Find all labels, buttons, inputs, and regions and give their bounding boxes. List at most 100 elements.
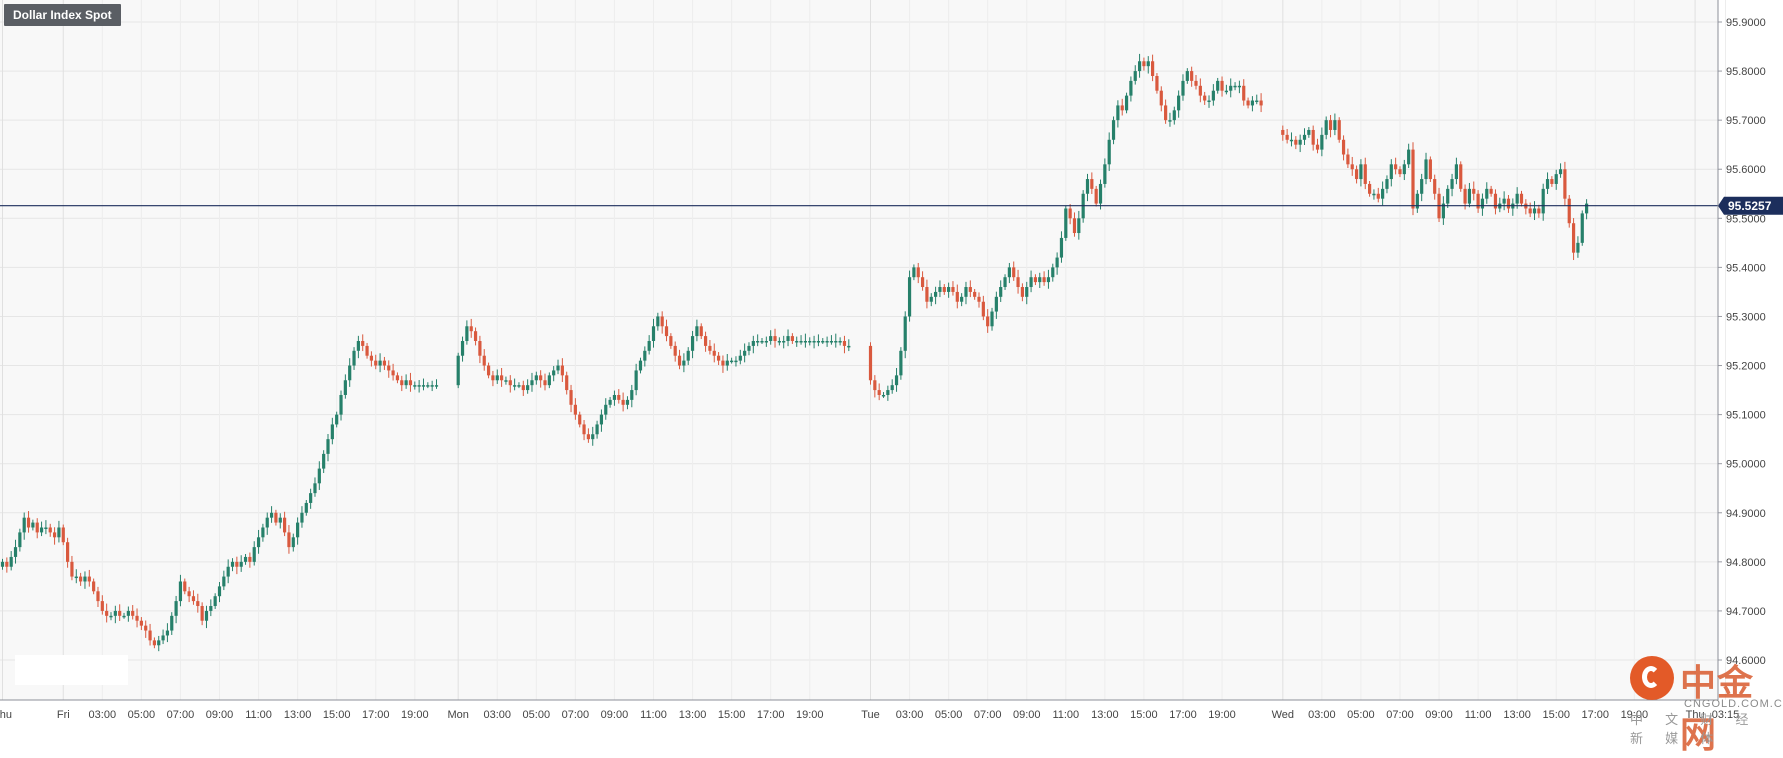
candle — [135, 608, 139, 628]
candle-body — [421, 385, 426, 387]
candle-body — [1506, 198, 1511, 209]
candle — [356, 335, 360, 359]
candle-body — [187, 591, 191, 597]
candle-body — [868, 345, 873, 381]
candle-body — [1450, 179, 1454, 189]
candle-body — [1151, 61, 1155, 76]
candle-body — [1424, 159, 1428, 180]
candle — [1194, 75, 1198, 90]
candle-body — [1055, 257, 1059, 268]
candle — [1411, 142, 1415, 216]
candle-body — [387, 365, 391, 371]
candle-body — [677, 355, 682, 366]
candle — [786, 329, 790, 347]
price-tag-label: 95.5257 — [1728, 199, 1772, 213]
x-tick-label: 05:00 — [935, 709, 963, 721]
candle — [426, 382, 430, 389]
candle — [343, 374, 347, 399]
candle — [1224, 84, 1228, 95]
candle — [764, 336, 768, 347]
candle — [217, 581, 222, 603]
candle-body — [200, 606, 204, 621]
candle-body — [955, 291, 959, 302]
candle-body — [951, 287, 955, 292]
candle — [300, 506, 304, 528]
candle-body — [1072, 218, 1077, 234]
candle-body — [174, 601, 178, 616]
candle — [947, 282, 951, 298]
candle — [886, 385, 890, 401]
candle-body — [947, 287, 951, 292]
candle — [894, 367, 899, 392]
candle — [1207, 95, 1211, 108]
candle — [400, 375, 404, 392]
candle-body — [1129, 80, 1133, 96]
candle — [456, 352, 460, 389]
candle-body — [500, 375, 504, 381]
candle — [890, 379, 894, 394]
candle-body — [1519, 193, 1524, 204]
candle — [591, 426, 595, 446]
candle — [1203, 91, 1207, 105]
candle — [1029, 270, 1033, 293]
candle-body — [773, 336, 777, 341]
candle-body — [404, 380, 408, 386]
candle-body — [304, 502, 308, 513]
candle-body — [1302, 134, 1307, 140]
candle-body — [1368, 183, 1372, 194]
candle-body — [382, 360, 387, 366]
candle — [1229, 78, 1233, 98]
candle — [578, 411, 582, 428]
candle — [773, 328, 777, 348]
x-tick-label: Wed — [1272, 709, 1294, 721]
candle-body — [1207, 100, 1211, 103]
candle — [230, 558, 235, 572]
candle — [196, 593, 200, 613]
candle-body — [126, 610, 130, 616]
x-tick-label: 13:00 — [284, 709, 312, 721]
candle — [1485, 182, 1489, 204]
candle-body — [161, 635, 165, 641]
candle-body — [204, 610, 209, 621]
candle — [1585, 199, 1589, 220]
candle — [1493, 189, 1498, 215]
candle — [1111, 116, 1116, 145]
x-tick-label: 05:00 — [128, 709, 156, 721]
candle-body — [239, 561, 243, 567]
candle-body — [1181, 80, 1185, 96]
watermark-tagline: 中 文 财 经 新 媒 体 — [1630, 713, 1758, 747]
x-tick-label: 05:00 — [523, 709, 551, 721]
x-tick-label: 11:00 — [1465, 709, 1492, 721]
candle-body — [977, 296, 981, 302]
candle — [1450, 173, 1454, 197]
candle — [617, 389, 621, 404]
candle — [1476, 190, 1480, 213]
candle-body — [482, 355, 486, 366]
candle — [1576, 236, 1580, 258]
candle-body — [456, 355, 460, 386]
candle-body — [630, 390, 634, 400]
candle — [74, 569, 78, 584]
candle — [9, 551, 13, 571]
candle — [105, 603, 109, 623]
candle-body — [1480, 198, 1485, 209]
candle — [148, 623, 152, 646]
candle-body — [942, 287, 946, 292]
candle — [313, 477, 317, 497]
candle-body — [1515, 193, 1519, 204]
candle-body — [469, 326, 473, 332]
candle-body — [1242, 85, 1246, 101]
candle-body — [1216, 80, 1220, 91]
candle — [651, 318, 656, 348]
candle — [673, 341, 677, 362]
candle — [730, 357, 734, 364]
candle — [70, 555, 74, 581]
candle-body — [1120, 105, 1124, 111]
candle — [747, 342, 751, 356]
candle — [1337, 117, 1341, 143]
x-tick-label: 15:00 — [718, 709, 746, 721]
candle-body — [1359, 164, 1363, 180]
candle-body — [313, 483, 317, 494]
candle-body — [1137, 61, 1142, 72]
candle-body — [1307, 129, 1311, 135]
